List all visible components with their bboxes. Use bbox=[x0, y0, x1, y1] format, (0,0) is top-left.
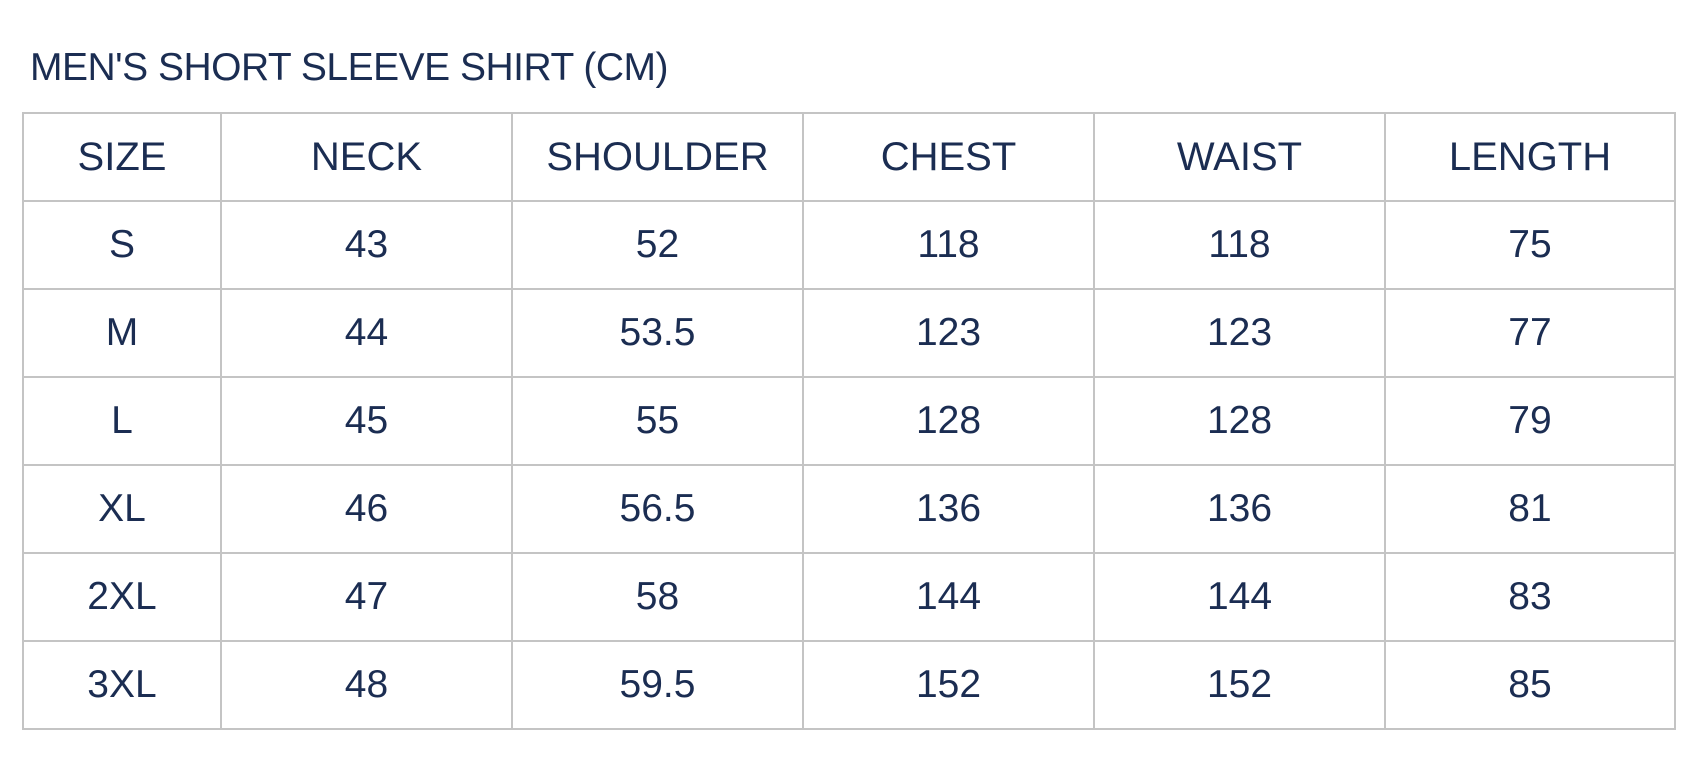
table-row: 2XL 47 58 144 144 83 bbox=[22, 552, 1676, 642]
table-row: XL 46 56.5 136 136 81 bbox=[22, 464, 1676, 554]
table-row: L 45 55 128 128 79 bbox=[22, 376, 1676, 466]
cell-length: 85 bbox=[1384, 640, 1676, 730]
cell-shoulder: 53.5 bbox=[511, 288, 804, 378]
cell-size: XL bbox=[22, 464, 222, 554]
cell-neck: 45 bbox=[220, 376, 513, 466]
cell-length: 77 bbox=[1384, 288, 1676, 378]
cell-chest: 128 bbox=[802, 376, 1095, 466]
cell-size: 3XL bbox=[22, 640, 222, 730]
cell-shoulder: 58 bbox=[511, 552, 804, 642]
cell-chest: 136 bbox=[802, 464, 1095, 554]
cell-length: 79 bbox=[1384, 376, 1676, 466]
cell-length: 75 bbox=[1384, 200, 1676, 290]
cell-chest: 123 bbox=[802, 288, 1095, 378]
cell-waist: 144 bbox=[1093, 552, 1386, 642]
table-row: S 43 52 118 118 75 bbox=[22, 200, 1676, 290]
cell-chest: 152 bbox=[802, 640, 1095, 730]
table-row: 3XL 48 59.5 152 152 85 bbox=[22, 640, 1676, 730]
cell-waist: 152 bbox=[1093, 640, 1386, 730]
column-header-chest: CHEST bbox=[802, 112, 1095, 202]
column-header-neck: NECK bbox=[220, 112, 513, 202]
cell-chest: 118 bbox=[802, 200, 1095, 290]
column-header-length: LENGTH bbox=[1384, 112, 1676, 202]
column-header-waist: WAIST bbox=[1093, 112, 1386, 202]
cell-neck: 46 bbox=[220, 464, 513, 554]
cell-shoulder: 52 bbox=[511, 200, 804, 290]
cell-size: L bbox=[22, 376, 222, 466]
cell-length: 81 bbox=[1384, 464, 1676, 554]
table-title: MEN'S SHORT SLEEVE SHIRT (CM) bbox=[30, 46, 669, 89]
column-header-shoulder: SHOULDER bbox=[511, 112, 804, 202]
cell-neck: 48 bbox=[220, 640, 513, 730]
cell-shoulder: 56.5 bbox=[511, 464, 804, 554]
column-header-size: SIZE bbox=[22, 112, 222, 202]
cell-waist: 123 bbox=[1093, 288, 1386, 378]
cell-waist: 128 bbox=[1093, 376, 1386, 466]
cell-chest: 144 bbox=[802, 552, 1095, 642]
table-row: M 44 53.5 123 123 77 bbox=[22, 288, 1676, 378]
cell-neck: 44 bbox=[220, 288, 513, 378]
size-chart-table: SIZE NECK SHOULDER CHEST WAIST LENGTH S 43 52 11… bbox=[22, 112, 1676, 730]
cell-neck: 43 bbox=[220, 200, 513, 290]
cell-neck: 47 bbox=[220, 552, 513, 642]
cell-length: 83 bbox=[1384, 552, 1676, 642]
cell-waist: 136 bbox=[1093, 464, 1386, 554]
cell-size: M bbox=[22, 288, 222, 378]
cell-waist: 118 bbox=[1093, 200, 1386, 290]
cell-shoulder: 55 bbox=[511, 376, 804, 466]
cell-size: S bbox=[22, 200, 222, 290]
cell-shoulder: 59.5 bbox=[511, 640, 804, 730]
cell-size: 2XL bbox=[22, 552, 222, 642]
header-row: SIZE NECK SHOULDER CHEST WAIST LENGTH bbox=[22, 112, 1676, 202]
